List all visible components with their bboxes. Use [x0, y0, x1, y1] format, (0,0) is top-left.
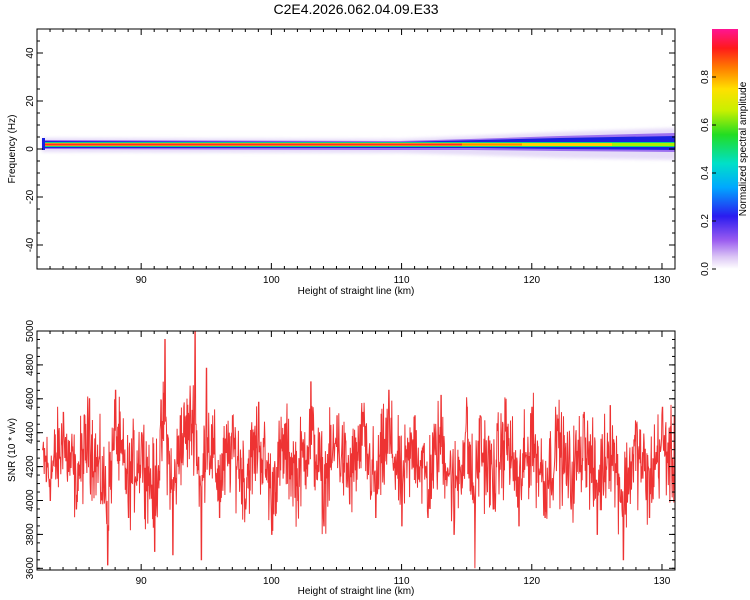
x-tick-label: 100 [263, 275, 280, 286]
y-tick-label: -40 [25, 237, 36, 252]
x-tick-label: 100 [263, 576, 280, 587]
band-left-edge [42, 138, 45, 150]
snr-xlabel: Height of straight line (km) [298, 586, 415, 597]
spectrogram-xlabel: Height of straight line (km) [298, 286, 415, 297]
colorbar-label: Normalized spectral amplitude [738, 81, 749, 216]
y-tick-label: 4400 [25, 421, 36, 444]
snr-ylabel: SNR (10 * v/v) [7, 418, 18, 482]
colorbar: 0.0 0.2 0.4 0.6 0.8 Normalized spectral ampl… [700, 29, 749, 276]
band-core-red [42, 143, 462, 146]
x-tick-label: 90 [136, 275, 148, 286]
colorbar-ticks: 0.0 0.2 0.4 0.6 0.8 [700, 70, 716, 276]
y-tick-label: 40 [25, 47, 36, 59]
y-tick-label: -20 [25, 189, 36, 204]
x-tick-label: 130 [654, 576, 671, 587]
colorbar-tick-label: 0.4 [700, 166, 711, 180]
x-tick-label: 90 [136, 576, 148, 587]
y-tick-label: 4200 [25, 455, 36, 478]
snr-panel: 90 100 110 120 130 3600 3800 4000 4200 4400 4600 48… [7, 319, 676, 597]
x-tick-label: 110 [394, 576, 410, 587]
band-core-right [612, 143, 675, 146]
x-tick-label: 120 [523, 576, 540, 587]
colorbar-tick-label: 0.6 [700, 118, 711, 132]
band-core-orange [462, 143, 522, 146]
x-tick-label: 130 [654, 275, 671, 286]
y-tick-label: 3800 [25, 523, 36, 546]
y-tick-label: 4800 [25, 353, 36, 376]
spectrogram-ticks: 90 100 110 120 130 40 20 0 -20 -40 [25, 28, 676, 286]
chart-title: C2E4.2026.062.04.09.E33 [273, 1, 438, 17]
y-tick-label: 4000 [25, 489, 36, 512]
snr-series-line [42, 331, 675, 569]
snr-ticks: 90 100 110 120 130 3600 3800 4000 4200 4400 4600 48… [25, 319, 676, 587]
colorbar-gradient [712, 29, 738, 269]
y-tick-label: 3600 [25, 557, 36, 580]
x-tick-label: 110 [394, 275, 410, 286]
colorbar-tick-label: 0.2 [700, 214, 711, 228]
y-tick-label: 20 [25, 95, 36, 107]
colorbar-tick-label: 0.8 [700, 70, 711, 84]
x-tick-label: 120 [523, 275, 540, 286]
spectrogram-panel: 90 100 110 120 130 40 20 0 -20 -40 Frequency (Hz)… [7, 28, 676, 297]
spectrogram-band [42, 128, 675, 160]
snr-frame [36, 330, 676, 571]
spectrogram-ylabel: Frequency (Hz) [7, 115, 18, 184]
y-tick-label: 4600 [25, 387, 36, 410]
y-tick-label: 0 [25, 146, 36, 152]
y-tick-label: 5000 [25, 319, 36, 342]
colorbar-tick-label: 0.0 [700, 262, 711, 276]
